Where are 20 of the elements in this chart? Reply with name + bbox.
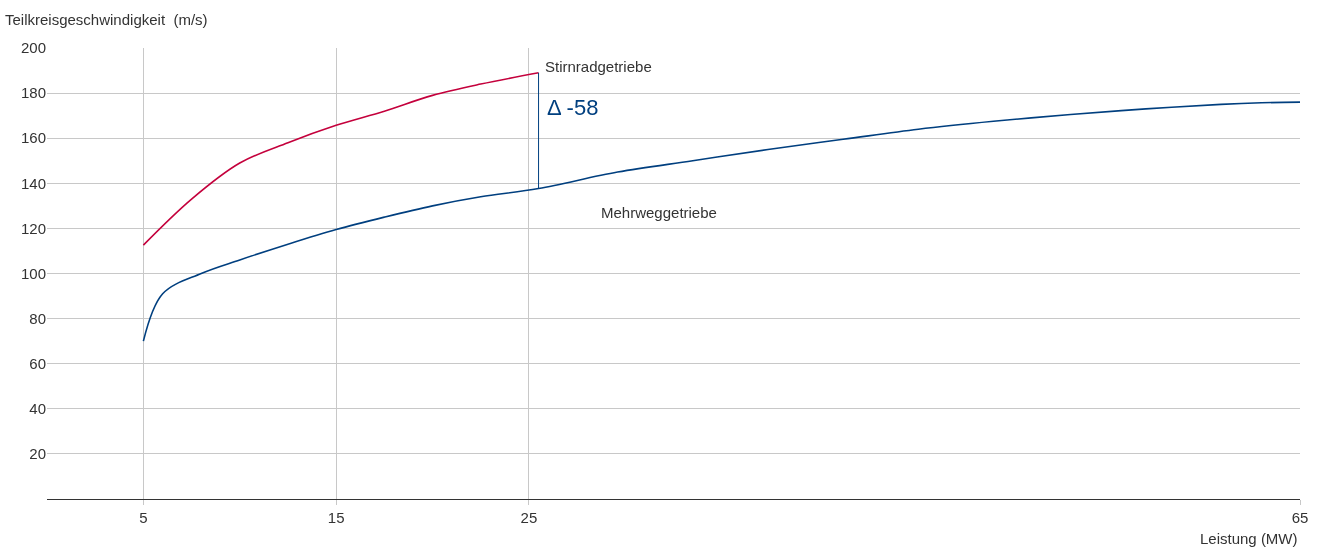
y-tick-label: 140	[20, 174, 46, 192]
series-label: Stirnradgetriebe	[545, 58, 652, 75]
y-tick-label: 180	[20, 84, 46, 102]
series-label: Mehrweggetriebe	[601, 204, 717, 221]
annotation: Δ -58	[547, 95, 599, 120]
y-tick-label: 40	[29, 400, 46, 418]
x-tick-label: 15	[327, 509, 345, 526]
y-axis-title: Teilkreisgeschwindigkeit (m/s)	[5, 11, 208, 28]
y-tick-label: 200	[20, 39, 46, 57]
y-tick-label: 60	[29, 354, 46, 372]
y-tick-label: 80	[29, 309, 46, 327]
x-tick-label: 25	[520, 509, 538, 526]
x-axis-title: Leistung (MW)	[1200, 530, 1298, 547]
x-tick-label: 65	[1291, 509, 1309, 526]
y-tick-label: 160	[20, 129, 46, 147]
line-series	[142, 72, 540, 246]
y-tick-label: 120	[20, 219, 46, 237]
y-tick-label: 100	[20, 264, 46, 282]
x-tick-label: 5	[139, 509, 148, 526]
y-tick-label: 20	[29, 445, 46, 463]
